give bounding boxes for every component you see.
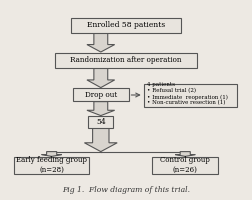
FancyBboxPatch shape — [152, 156, 218, 174]
Polygon shape — [84, 128, 117, 152]
FancyBboxPatch shape — [55, 52, 197, 68]
FancyBboxPatch shape — [73, 88, 129, 101]
Text: 4 patients
• Refusal trial (2)
• Immediate  reoperation (1)
• Non-curative resec: 4 patients • Refusal trial (2) • Immedia… — [147, 82, 228, 106]
Text: Fig 1.  Flow diagram of this trial.: Fig 1. Flow diagram of this trial. — [62, 186, 190, 194]
Polygon shape — [175, 152, 195, 156]
Text: Early feeding group
(n=28): Early feeding group (n=28) — [16, 156, 87, 174]
Text: 54: 54 — [96, 118, 106, 126]
Text: Enrolled 58 patients: Enrolled 58 patients — [87, 21, 165, 29]
FancyBboxPatch shape — [144, 84, 237, 106]
Text: Randomization after operation: Randomization after operation — [70, 56, 182, 64]
FancyBboxPatch shape — [88, 116, 113, 128]
Polygon shape — [42, 152, 62, 156]
Polygon shape — [87, 102, 115, 116]
Polygon shape — [87, 67, 115, 88]
FancyBboxPatch shape — [71, 18, 181, 32]
Polygon shape — [87, 32, 115, 52]
Text: Control group
(n=26): Control group (n=26) — [160, 156, 210, 174]
Text: Drop out: Drop out — [85, 91, 117, 99]
FancyBboxPatch shape — [14, 156, 89, 174]
